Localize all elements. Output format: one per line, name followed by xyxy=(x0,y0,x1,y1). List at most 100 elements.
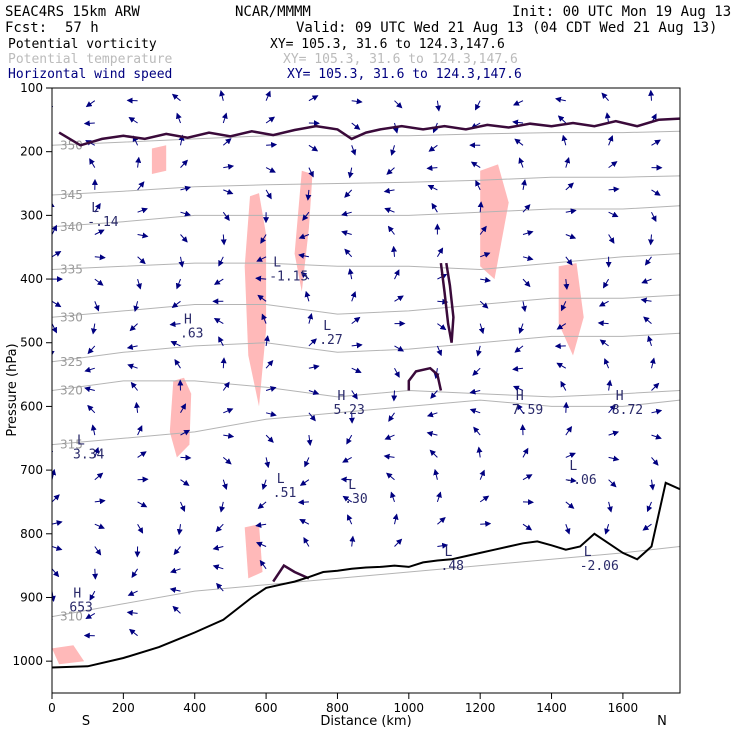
wind-vector-158 xyxy=(308,412,316,422)
theta-contour-label-330: 330 xyxy=(60,310,83,324)
y-tick-label-400: 400 xyxy=(20,272,43,286)
wind-vector-99 xyxy=(219,90,226,101)
terrain-line xyxy=(52,481,680,669)
wind-vector-264 xyxy=(522,447,529,458)
wind-vector-298 xyxy=(597,320,609,327)
wind-vector-64 xyxy=(134,401,140,413)
extremum-value-11: .30 xyxy=(344,492,367,507)
pv-contour-1 xyxy=(439,262,455,343)
wind-vector-177 xyxy=(351,367,362,374)
extremum-marker-2: H xyxy=(184,313,192,328)
wind-vector-116 xyxy=(221,479,228,491)
wind-vector-138 xyxy=(264,457,271,469)
wind-vector-10 xyxy=(52,323,57,334)
extremum-value-1: -.14 xyxy=(87,215,118,230)
extremum-value-4: .27 xyxy=(319,333,342,348)
wind-vector-178 xyxy=(351,390,358,400)
wind-vector-296 xyxy=(602,278,610,289)
wind-vector-186 xyxy=(394,100,403,109)
wind-vector-195 xyxy=(394,295,404,302)
wind-vector-302 xyxy=(608,404,616,414)
valid-time: Valid: 09 UTC Wed 21 Aug 13 (04 CDT Wed … xyxy=(296,20,718,36)
extremum-value-12: .48 xyxy=(441,559,464,574)
wind-vector-12 xyxy=(52,368,53,370)
wind-vector-126 xyxy=(265,189,272,200)
wind-vector-314 xyxy=(648,234,655,246)
wind-vector-198 xyxy=(394,367,400,378)
extremum-marker-8: L xyxy=(77,434,85,449)
theta-contour-label-340: 340 xyxy=(60,220,83,234)
wind-vector-220 xyxy=(430,390,438,399)
wind-vector-260 xyxy=(512,365,524,372)
pv-contours xyxy=(58,117,680,583)
y-tick-label-700: 700 xyxy=(20,463,43,477)
forecast-label: Fcst: xyxy=(5,20,48,36)
wind-vector-167 xyxy=(350,145,357,156)
wind-vector-103 xyxy=(223,188,234,195)
wind-vector-301 xyxy=(606,379,613,391)
positive-pv-fills xyxy=(52,145,584,665)
wind-vector-244 xyxy=(476,446,483,458)
y-tick-label-100: 100 xyxy=(20,81,43,95)
wind-vector-304 xyxy=(608,455,620,462)
wind-vector-234 xyxy=(479,225,487,235)
wind-vector-58 xyxy=(136,278,142,290)
wind-vector-148 xyxy=(305,189,312,201)
wind-vector-169 xyxy=(344,189,353,198)
x-tick-label-1600: 1600 xyxy=(608,701,639,715)
wind-vector-146 xyxy=(308,144,319,152)
wind-vector-164 xyxy=(303,537,310,547)
wind-vector-114 xyxy=(223,432,235,439)
wind-vector-83 xyxy=(175,278,182,290)
wind-vector-324 xyxy=(651,457,659,466)
wind-vector-115 xyxy=(222,457,232,465)
wind-vector-51 xyxy=(128,116,138,124)
wind-vector-199 xyxy=(391,390,398,402)
theta-contour-label-315: 315 xyxy=(60,438,83,452)
wind-vector-141 xyxy=(255,521,267,528)
wind-vector-297 xyxy=(598,300,609,307)
wind-vector-313 xyxy=(650,211,657,222)
wind-vector-224 xyxy=(433,468,440,480)
wind-vector-273 xyxy=(565,208,577,215)
wind-vector-238 xyxy=(478,323,485,335)
y-tick-label-600: 600 xyxy=(20,399,43,413)
wind-vector-110 xyxy=(218,336,224,347)
wind-vector-265 xyxy=(522,474,533,481)
wind-vector-57 xyxy=(137,256,146,265)
extremum-marker-11: L xyxy=(348,478,356,493)
wind-vector-125 xyxy=(265,167,276,173)
wind-vector-214 xyxy=(436,247,444,258)
wind-vector-249 xyxy=(512,119,524,126)
wind-vector-193 xyxy=(391,245,398,257)
wind-vector-175 xyxy=(351,316,361,324)
wind-vector-173 xyxy=(347,268,354,280)
wind-vector-275 xyxy=(565,256,573,266)
wind-vector-236 xyxy=(480,276,491,283)
wind-vector-113 xyxy=(223,408,234,414)
wind-vector-318 xyxy=(643,316,652,324)
wind-vector-24 xyxy=(52,635,53,637)
wind-vector-312 xyxy=(651,189,661,196)
extremum-value-8: 3.34 xyxy=(73,448,104,463)
extremum-marker-5: H xyxy=(338,389,346,404)
x-tick-label-400: 400 xyxy=(183,701,206,715)
x-axis-title: Distance (km) xyxy=(320,714,411,729)
wind-vector-128 xyxy=(260,234,267,244)
wind-vector-207 xyxy=(435,100,442,112)
wind-vector-133 xyxy=(263,335,270,346)
wind-vector-106 xyxy=(218,256,224,267)
wind-vector-218 xyxy=(436,345,443,357)
wind-vector-282 xyxy=(563,401,570,413)
wind-vector-157 xyxy=(308,389,320,395)
wind-vector-194 xyxy=(394,269,400,280)
wind-vector-256 xyxy=(522,278,531,288)
wind-vector-323 xyxy=(651,433,662,440)
wind-vector-321 xyxy=(651,382,660,391)
positive-pv-region-2 xyxy=(294,170,313,292)
wind-vector-137 xyxy=(265,434,274,443)
wind-vector-131 xyxy=(257,294,267,302)
wind-vector-15 xyxy=(52,434,53,436)
wind-vector-142 xyxy=(255,541,267,548)
wind-vector-48 xyxy=(85,612,96,620)
